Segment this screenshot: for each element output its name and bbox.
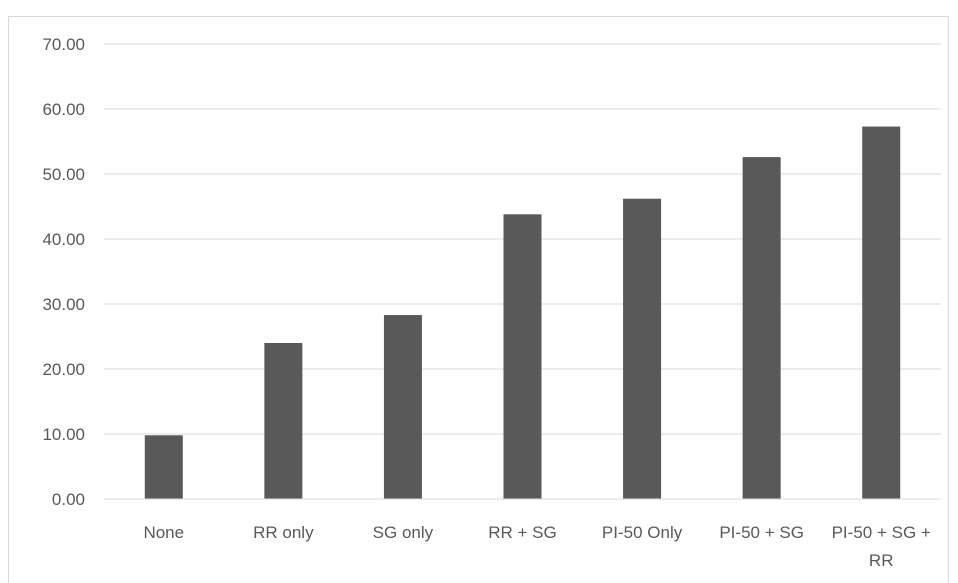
y-tick-label-7: 70.00 <box>42 35 85 54</box>
x-tick-label-3-line-0: RR + SG <box>488 523 557 542</box>
x-tick-label-4-line-0: PI-50 Only <box>602 523 683 542</box>
y-tick-label-6: 60.00 <box>42 100 85 119</box>
bar-2 <box>384 315 422 499</box>
x-tick-label-1-line-0: RR only <box>253 523 314 542</box>
bar-3 <box>504 214 542 499</box>
x-tick-label-6: PI-50 + SG + RR <box>832 523 931 570</box>
x-tick-label-0-line-0: None <box>143 523 184 542</box>
x-tick-label-2-line-0: SG only <box>373 523 434 542</box>
x-tick-label-6-line-1: RR <box>869 551 894 570</box>
x-tick-label-2: SG only <box>373 523 434 542</box>
bar-0 <box>145 435 183 499</box>
x-tick-label-4: PI-50 Only <box>602 523 683 542</box>
y-tick-label-0: 0.00 <box>52 490 85 509</box>
bar-1 <box>264 343 302 499</box>
bar-4 <box>623 199 661 499</box>
x-tick-label-0: None <box>143 523 184 542</box>
x-tick-label-5-line-0: PI-50 + SG <box>719 523 804 542</box>
y-tick-label-3: 30.00 <box>42 295 85 314</box>
x-tick-label-1: RR only <box>253 523 314 542</box>
x-tick-label-5: PI-50 + SG <box>719 523 804 542</box>
bar-6 <box>862 127 900 499</box>
y-tick-label-4: 40.00 <box>42 230 85 249</box>
bar-5 <box>743 157 781 499</box>
y-tick-label-2: 20.00 <box>42 360 85 379</box>
y-tick-label-5: 50.00 <box>42 165 85 184</box>
x-tick-label-3: RR + SG <box>488 523 557 542</box>
x-tick-label-6-line-0: PI-50 + SG + <box>832 523 931 542</box>
y-tick-label-1: 10.00 <box>42 425 85 444</box>
